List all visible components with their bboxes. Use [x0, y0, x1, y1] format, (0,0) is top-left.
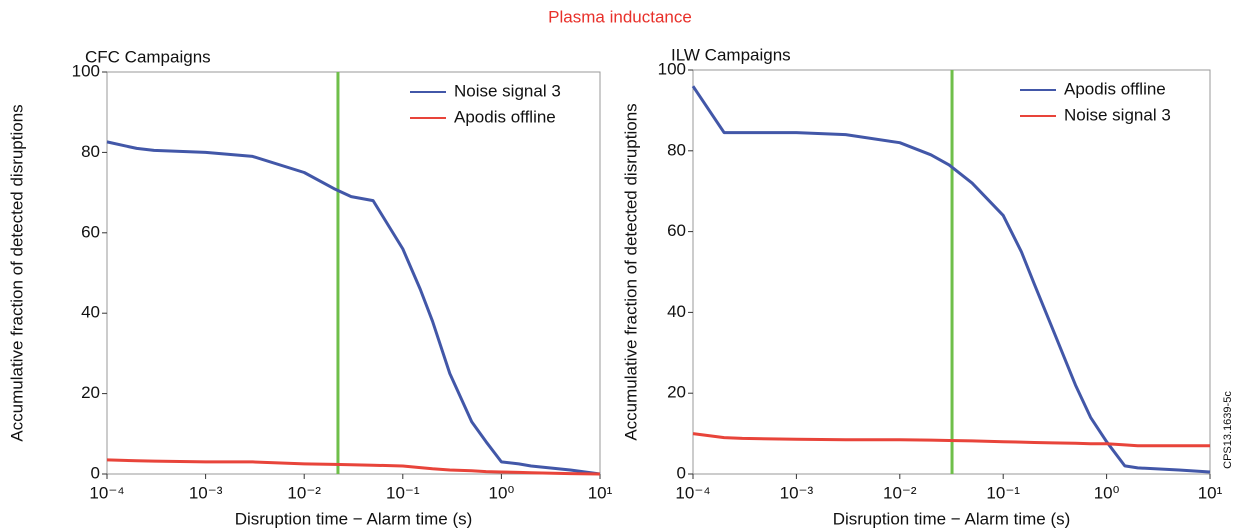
y-tick-label: 40 [667, 302, 686, 321]
y-axis-label: Accumulative fraction of detected disrup… [621, 103, 640, 440]
series-line [106, 458, 601, 476]
chart-title: CFC Campaigns [85, 47, 211, 66]
x-tick-label: 10⁻¹ [986, 483, 1020, 502]
x-tick-label: 10⁻¹ [386, 483, 420, 502]
x-axis-label: Disruption time − Alarm time (s) [833, 509, 1071, 528]
y-tick-label: 80 [667, 140, 686, 159]
y-tick-label: 40 [81, 303, 100, 322]
y-tick-label: 100 [658, 59, 686, 78]
y-axis-label: Accumulative fraction of detected disrup… [7, 104, 26, 441]
x-axis-label: Disruption time − Alarm time (s) [235, 509, 473, 528]
figure-title: Plasma inductance [548, 7, 692, 26]
x-tick-label: 10¹ [588, 483, 613, 502]
y-tick-label: 60 [667, 221, 686, 240]
x-tick-label: 10⁻² [883, 483, 917, 502]
figure-id: CPS13.1639-5c [1222, 391, 1234, 469]
y-tick-label: 100 [72, 61, 100, 80]
x-tick-label: 10¹ [1198, 483, 1223, 502]
x-tick-label: 10⁻² [287, 483, 321, 502]
y-tick-label: 0 [677, 463, 686, 482]
x-tick-label: 10⁻⁴ [89, 483, 124, 502]
y-tick-label: 20 [667, 383, 686, 402]
series-line [691, 85, 1211, 474]
legend-label: Apodis offline [1064, 79, 1166, 98]
legend-label: Noise signal 3 [454, 81, 561, 100]
plot-frame [106, 71, 601, 475]
x-tick-label: 10⁰ [1094, 483, 1120, 502]
x-tick-label: 10⁻⁴ [675, 483, 710, 502]
y-tick-label: 60 [81, 222, 100, 241]
y-tick-label: 80 [81, 142, 100, 161]
legend-label: Apodis offline [454, 107, 556, 126]
series-line [106, 140, 601, 476]
y-tick-label: 0 [91, 463, 100, 482]
x-tick-label: 10⁻³ [780, 483, 814, 502]
series-line [692, 432, 1210, 448]
chart-title: ILW Campaigns [671, 45, 791, 64]
legend-label: Noise signal 3 [1064, 105, 1171, 124]
x-tick-label: 10⁻³ [189, 483, 223, 502]
y-tick-label: 20 [81, 383, 100, 402]
x-tick-label: 10⁰ [489, 483, 515, 502]
